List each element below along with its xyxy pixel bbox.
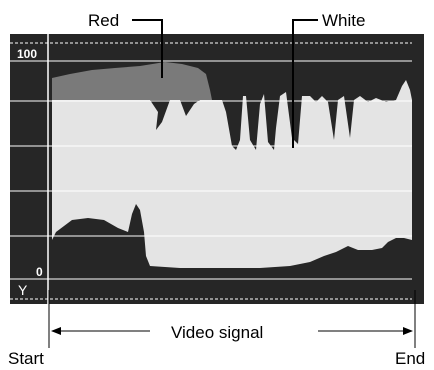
white-callout-line (292, 19, 318, 148)
white-label: White (322, 11, 365, 30)
video-signal-label: Video signal (171, 323, 263, 342)
scale-column (10, 34, 48, 304)
scale-label-y: Y (18, 282, 28, 298)
arrowhead-right (403, 327, 413, 335)
red-callout-line (132, 19, 163, 78)
white-trace (52, 80, 412, 268)
end-label: End (395, 349, 425, 368)
red-label: Red (88, 11, 119, 30)
start-label: Start (8, 349, 44, 368)
trace-dropout (150, 100, 200, 130)
scale-label-0: 0 (36, 265, 43, 279)
red-trace (52, 62, 212, 100)
arrowhead-left (51, 327, 61, 335)
scale-label-100: 100 (17, 47, 37, 61)
graticule (10, 42, 412, 300)
